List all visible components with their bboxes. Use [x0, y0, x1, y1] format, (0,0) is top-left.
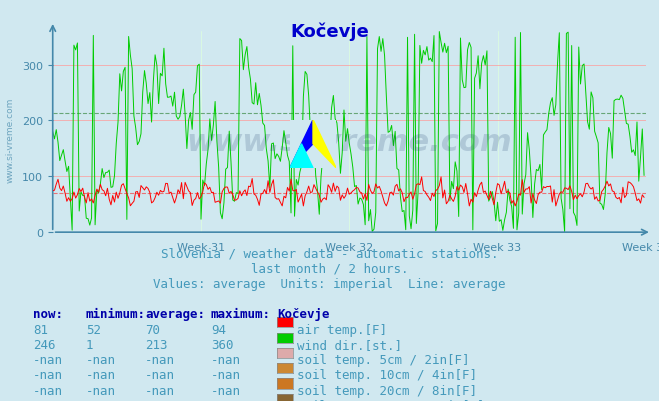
- Text: 81: 81: [33, 323, 48, 336]
- Text: -nan: -nan: [145, 399, 175, 401]
- Text: maximum:: maximum:: [211, 307, 271, 320]
- Text: soil temp. 5cm / 2in[F]: soil temp. 5cm / 2in[F]: [297, 353, 469, 366]
- Polygon shape: [290, 120, 313, 168]
- Text: soil temp. 30cm / 12in[F]: soil temp. 30cm / 12in[F]: [297, 399, 484, 401]
- Text: -nan: -nan: [211, 399, 241, 401]
- Text: 70: 70: [145, 323, 160, 336]
- Text: www.si-vreme.com: www.si-vreme.com: [186, 128, 512, 157]
- Text: -nan: -nan: [33, 399, 63, 401]
- Text: Values: average  Units: imperial  Line: average: Values: average Units: imperial Line: av…: [154, 277, 505, 290]
- Text: Slovenia / weather data - automatic stations.: Slovenia / weather data - automatic stat…: [161, 247, 498, 259]
- Text: last month / 2 hours.: last month / 2 hours.: [251, 262, 408, 275]
- Text: -nan: -nan: [33, 384, 63, 397]
- Text: Kočevje: Kočevje: [277, 307, 330, 320]
- Text: 360: 360: [211, 338, 233, 351]
- Text: soil temp. 10cm / 4in[F]: soil temp. 10cm / 4in[F]: [297, 369, 476, 381]
- Text: 213: 213: [145, 338, 167, 351]
- Text: 94: 94: [211, 323, 226, 336]
- Text: soil temp. 20cm / 8in[F]: soil temp. 20cm / 8in[F]: [297, 384, 476, 397]
- Text: air temp.[F]: air temp.[F]: [297, 323, 387, 336]
- Text: -nan: -nan: [145, 384, 175, 397]
- Text: -nan: -nan: [211, 353, 241, 366]
- Text: -nan: -nan: [211, 369, 241, 381]
- Text: -nan: -nan: [145, 353, 175, 366]
- Polygon shape: [290, 144, 313, 168]
- Text: average:: average:: [145, 307, 205, 320]
- Text: minimum:: minimum:: [86, 307, 146, 320]
- Text: 1: 1: [86, 338, 93, 351]
- Text: -nan: -nan: [33, 353, 63, 366]
- Polygon shape: [313, 120, 336, 168]
- Text: -nan: -nan: [211, 384, 241, 397]
- Text: Kočevje: Kočevje: [290, 22, 369, 41]
- Text: www.si-vreme.com: www.si-vreme.com: [5, 98, 14, 183]
- Text: now:: now:: [33, 307, 63, 320]
- Text: -nan: -nan: [86, 384, 116, 397]
- Text: wind dir.[st.]: wind dir.[st.]: [297, 338, 401, 351]
- Text: -nan: -nan: [86, 369, 116, 381]
- Text: -nan: -nan: [86, 353, 116, 366]
- Text: 52: 52: [86, 323, 101, 336]
- Text: -nan: -nan: [86, 399, 116, 401]
- Text: 246: 246: [33, 338, 55, 351]
- Text: -nan: -nan: [145, 369, 175, 381]
- Text: -nan: -nan: [33, 369, 63, 381]
